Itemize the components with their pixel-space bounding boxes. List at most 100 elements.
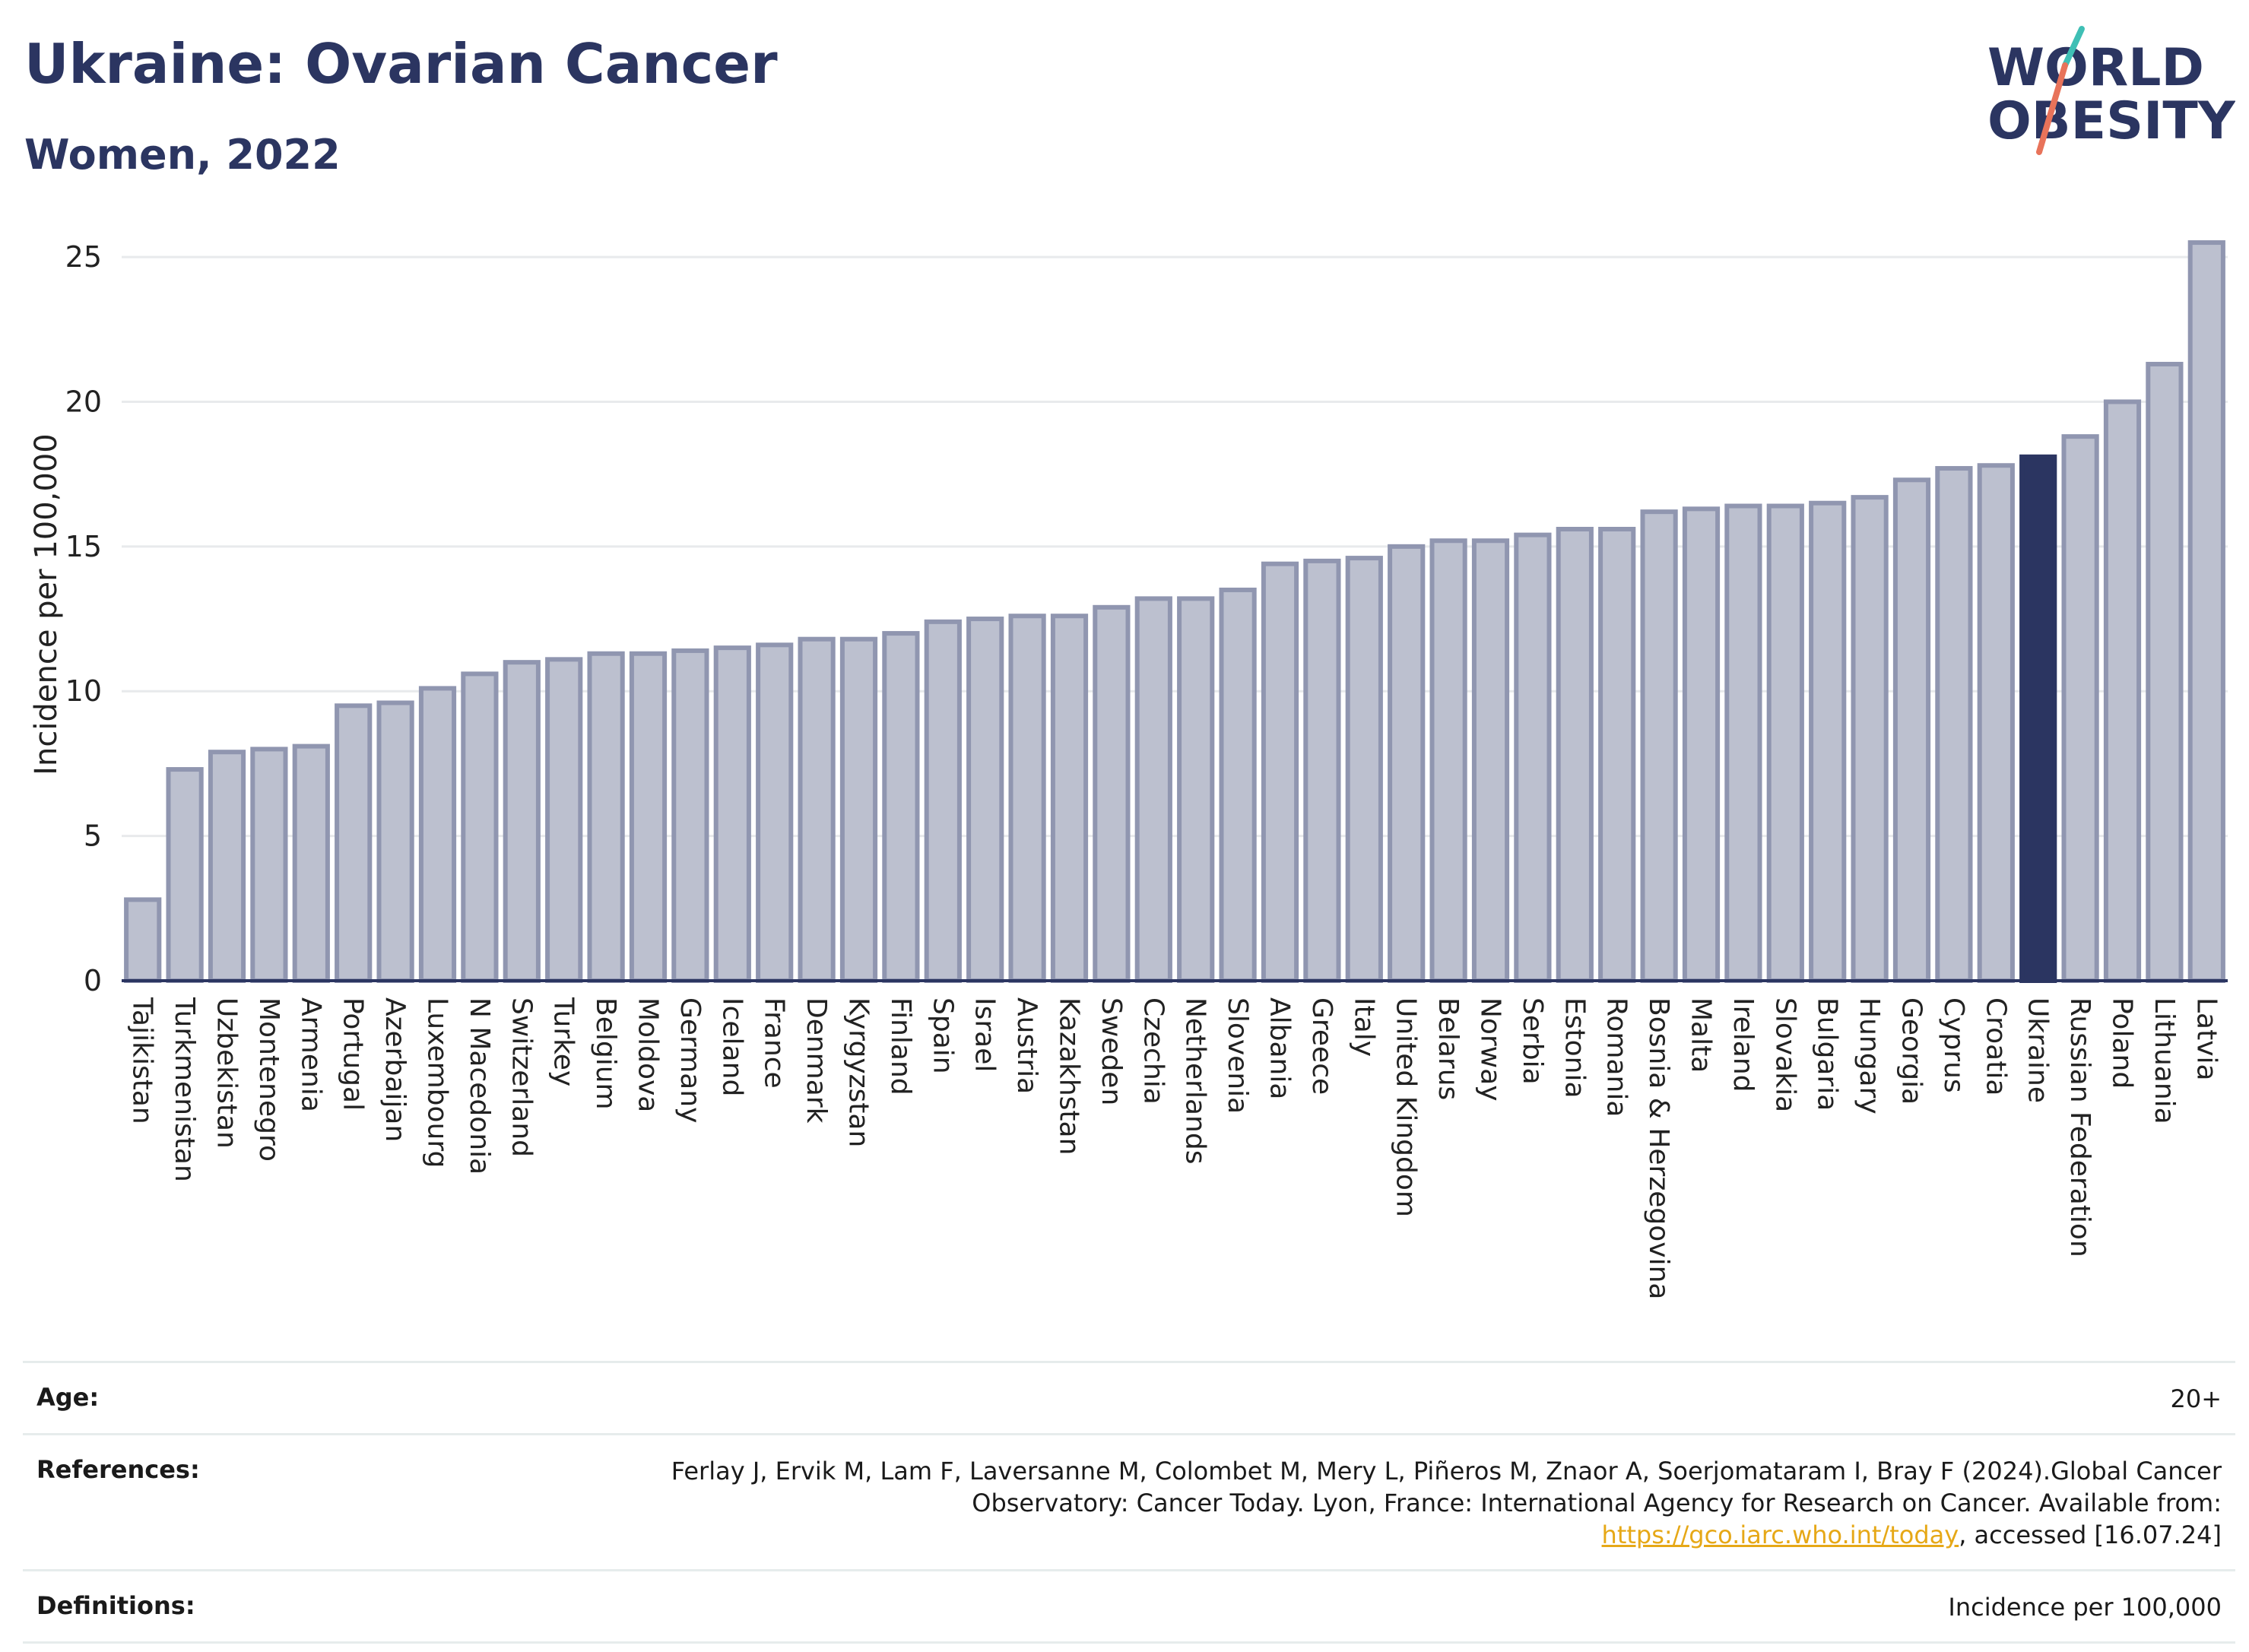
x-tick-label: Denmark bbox=[801, 997, 832, 1124]
x-tick-label: Turkmenistan bbox=[169, 997, 200, 1182]
x-tick-label: Bosnia & Herzegovina bbox=[1643, 997, 1674, 1299]
x-tick-label: Armenia bbox=[295, 997, 326, 1112]
bar-cyprus bbox=[1935, 466, 1973, 983]
x-tick-label: Moldova bbox=[633, 997, 664, 1112]
x-tick-label: Switzerland bbox=[506, 997, 537, 1157]
bar-norway bbox=[1471, 538, 1510, 983]
bar-russian-federation bbox=[2061, 434, 2099, 983]
bar-united-kingdom bbox=[1388, 544, 1426, 983]
references-text-1: Ferlay J, Ervik M, Lam F, Laversanne M, … bbox=[671, 1457, 2222, 1517]
bar-finland bbox=[882, 631, 920, 983]
bar-tajikistan bbox=[124, 897, 162, 984]
logo-text-obesity: OBESITY bbox=[1987, 91, 2235, 151]
page-subtitle: Women, 2022 bbox=[24, 131, 341, 179]
age-value: 20+ bbox=[2170, 1384, 2222, 1413]
x-tick-label: Finland bbox=[885, 997, 916, 1096]
x-tick-label: Georgia bbox=[1896, 997, 1927, 1105]
definitions-value: Incidence per 100,000 bbox=[1948, 1593, 2222, 1622]
x-tick-label: Iceland bbox=[716, 997, 747, 1096]
references-text: Ferlay J, Ervik M, Lam F, Laversanne M, … bbox=[625, 1455, 2222, 1551]
bar-bosnia-herzegovina bbox=[1640, 509, 1678, 983]
x-tick-label: Ireland bbox=[1727, 997, 1759, 1092]
references-label: References: bbox=[36, 1455, 200, 1484]
bar-turkmenistan bbox=[166, 767, 204, 983]
x-tick-label: Kyrgyzstan bbox=[843, 997, 874, 1147]
bar-armenia bbox=[292, 744, 330, 983]
bar-estonia bbox=[1556, 527, 1594, 983]
x-tick-label: Israel bbox=[969, 997, 1001, 1072]
x-tick-label: Portugal bbox=[338, 997, 369, 1111]
x-tick-label: Hungary bbox=[1854, 997, 1885, 1115]
x-tick-label: Belarus bbox=[1432, 997, 1464, 1100]
bar-romania bbox=[1598, 527, 1636, 983]
bar-luxembourg bbox=[418, 686, 457, 984]
bar-switzerland bbox=[503, 660, 541, 984]
x-tick-label: Poland bbox=[2107, 997, 2138, 1089]
bar-slovenia bbox=[1219, 587, 1257, 983]
bar-france bbox=[756, 642, 794, 983]
x-tick-label: Malta bbox=[1686, 997, 1717, 1073]
definitions-row: Definitions: Incidence per 100,000 bbox=[23, 1569, 2235, 1644]
bar-germany bbox=[671, 648, 709, 984]
page-title: Ukraine: Ovarian Cancer bbox=[24, 32, 778, 96]
x-tick-label: Albania bbox=[1264, 997, 1296, 1099]
x-tick-label: Norway bbox=[1475, 997, 1506, 1102]
bar-italy bbox=[1345, 556, 1383, 983]
logo-text-world: WORLD bbox=[1987, 38, 2204, 98]
bar-belgium bbox=[587, 651, 625, 983]
bar-n-macedonia bbox=[461, 671, 499, 984]
references-link[interactable]: https://gco.iarc.who.int/today bbox=[1601, 1520, 1959, 1549]
x-tick-label: Austria bbox=[1011, 997, 1042, 1094]
x-tick-label: Italy bbox=[1348, 997, 1379, 1057]
bar-spain bbox=[924, 619, 962, 983]
bar-albania bbox=[1261, 561, 1299, 983]
bar-denmark bbox=[798, 636, 836, 983]
x-tick-label: Latvia bbox=[2190, 997, 2222, 1081]
bar-bulgaria bbox=[1809, 500, 1847, 983]
x-tick-label: Serbia bbox=[1517, 997, 1548, 1085]
references-text-2: , accessed [16.07.24] bbox=[1959, 1520, 2222, 1549]
bar-chart: 0 5 10 15 20 25 Incidence per 100,000 Tajikista… bbox=[29, 240, 2228, 1299]
bar-slovakia bbox=[1766, 503, 1804, 983]
y-tick-label: 5 bbox=[84, 820, 102, 853]
x-tick-label: Tajikistan bbox=[127, 997, 158, 1124]
x-tick-label: Germany bbox=[674, 997, 706, 1123]
y-tick-label: 15 bbox=[65, 530, 102, 563]
bar-azerbaijan bbox=[376, 700, 414, 983]
x-tick-label: Romania bbox=[1601, 997, 1632, 1117]
bar-kyrgyzstan bbox=[839, 636, 878, 983]
x-tick-label: United Kingdom bbox=[1391, 997, 1422, 1217]
bar-latvia bbox=[2187, 240, 2225, 983]
bar-iceland bbox=[713, 645, 751, 983]
x-tick-label: Czechia bbox=[1137, 997, 1169, 1105]
bar-sweden bbox=[1093, 604, 1131, 983]
x-tick-label: Uzbekistan bbox=[211, 997, 243, 1149]
x-tick-label: Slovenia bbox=[1222, 997, 1253, 1114]
bar-croatia bbox=[1977, 463, 2015, 983]
x-tick-label: Luxembourg bbox=[422, 997, 453, 1168]
x-tick-label: N Macedonia bbox=[464, 997, 495, 1175]
x-tick-label: Cyprus bbox=[1938, 997, 1969, 1093]
x-tick-label: Sweden bbox=[1096, 997, 1127, 1105]
bar-montenegro bbox=[250, 747, 288, 984]
x-tick-label: Greece bbox=[1306, 997, 1337, 1095]
bar-israel bbox=[966, 617, 1004, 983]
bar-belarus bbox=[1429, 538, 1467, 983]
bar-moldova bbox=[629, 651, 668, 983]
x-tick-label: Bulgaria bbox=[1812, 997, 1843, 1111]
bar-portugal bbox=[335, 703, 373, 983]
bar-ireland bbox=[1724, 503, 1762, 983]
x-tick-label: Montenegro bbox=[253, 997, 284, 1162]
y-tick-label: 25 bbox=[65, 240, 102, 274]
x-tick-label: Estonia bbox=[1559, 997, 1590, 1099]
bar-czechia bbox=[1134, 596, 1172, 984]
bar-netherlands bbox=[1177, 596, 1215, 984]
bar-uzbekistan bbox=[208, 750, 246, 983]
x-tick-label: Kazakhstan bbox=[1054, 997, 1085, 1155]
x-tick-label: Lithuania bbox=[2149, 997, 2180, 1124]
y-axis-label: Incidence per 100,000 bbox=[29, 433, 64, 775]
x-tick-label: Turkey bbox=[548, 997, 579, 1086]
x-tick-label: Russian Federation bbox=[2064, 997, 2095, 1257]
age-row: Age: 20+ bbox=[23, 1361, 2235, 1433]
